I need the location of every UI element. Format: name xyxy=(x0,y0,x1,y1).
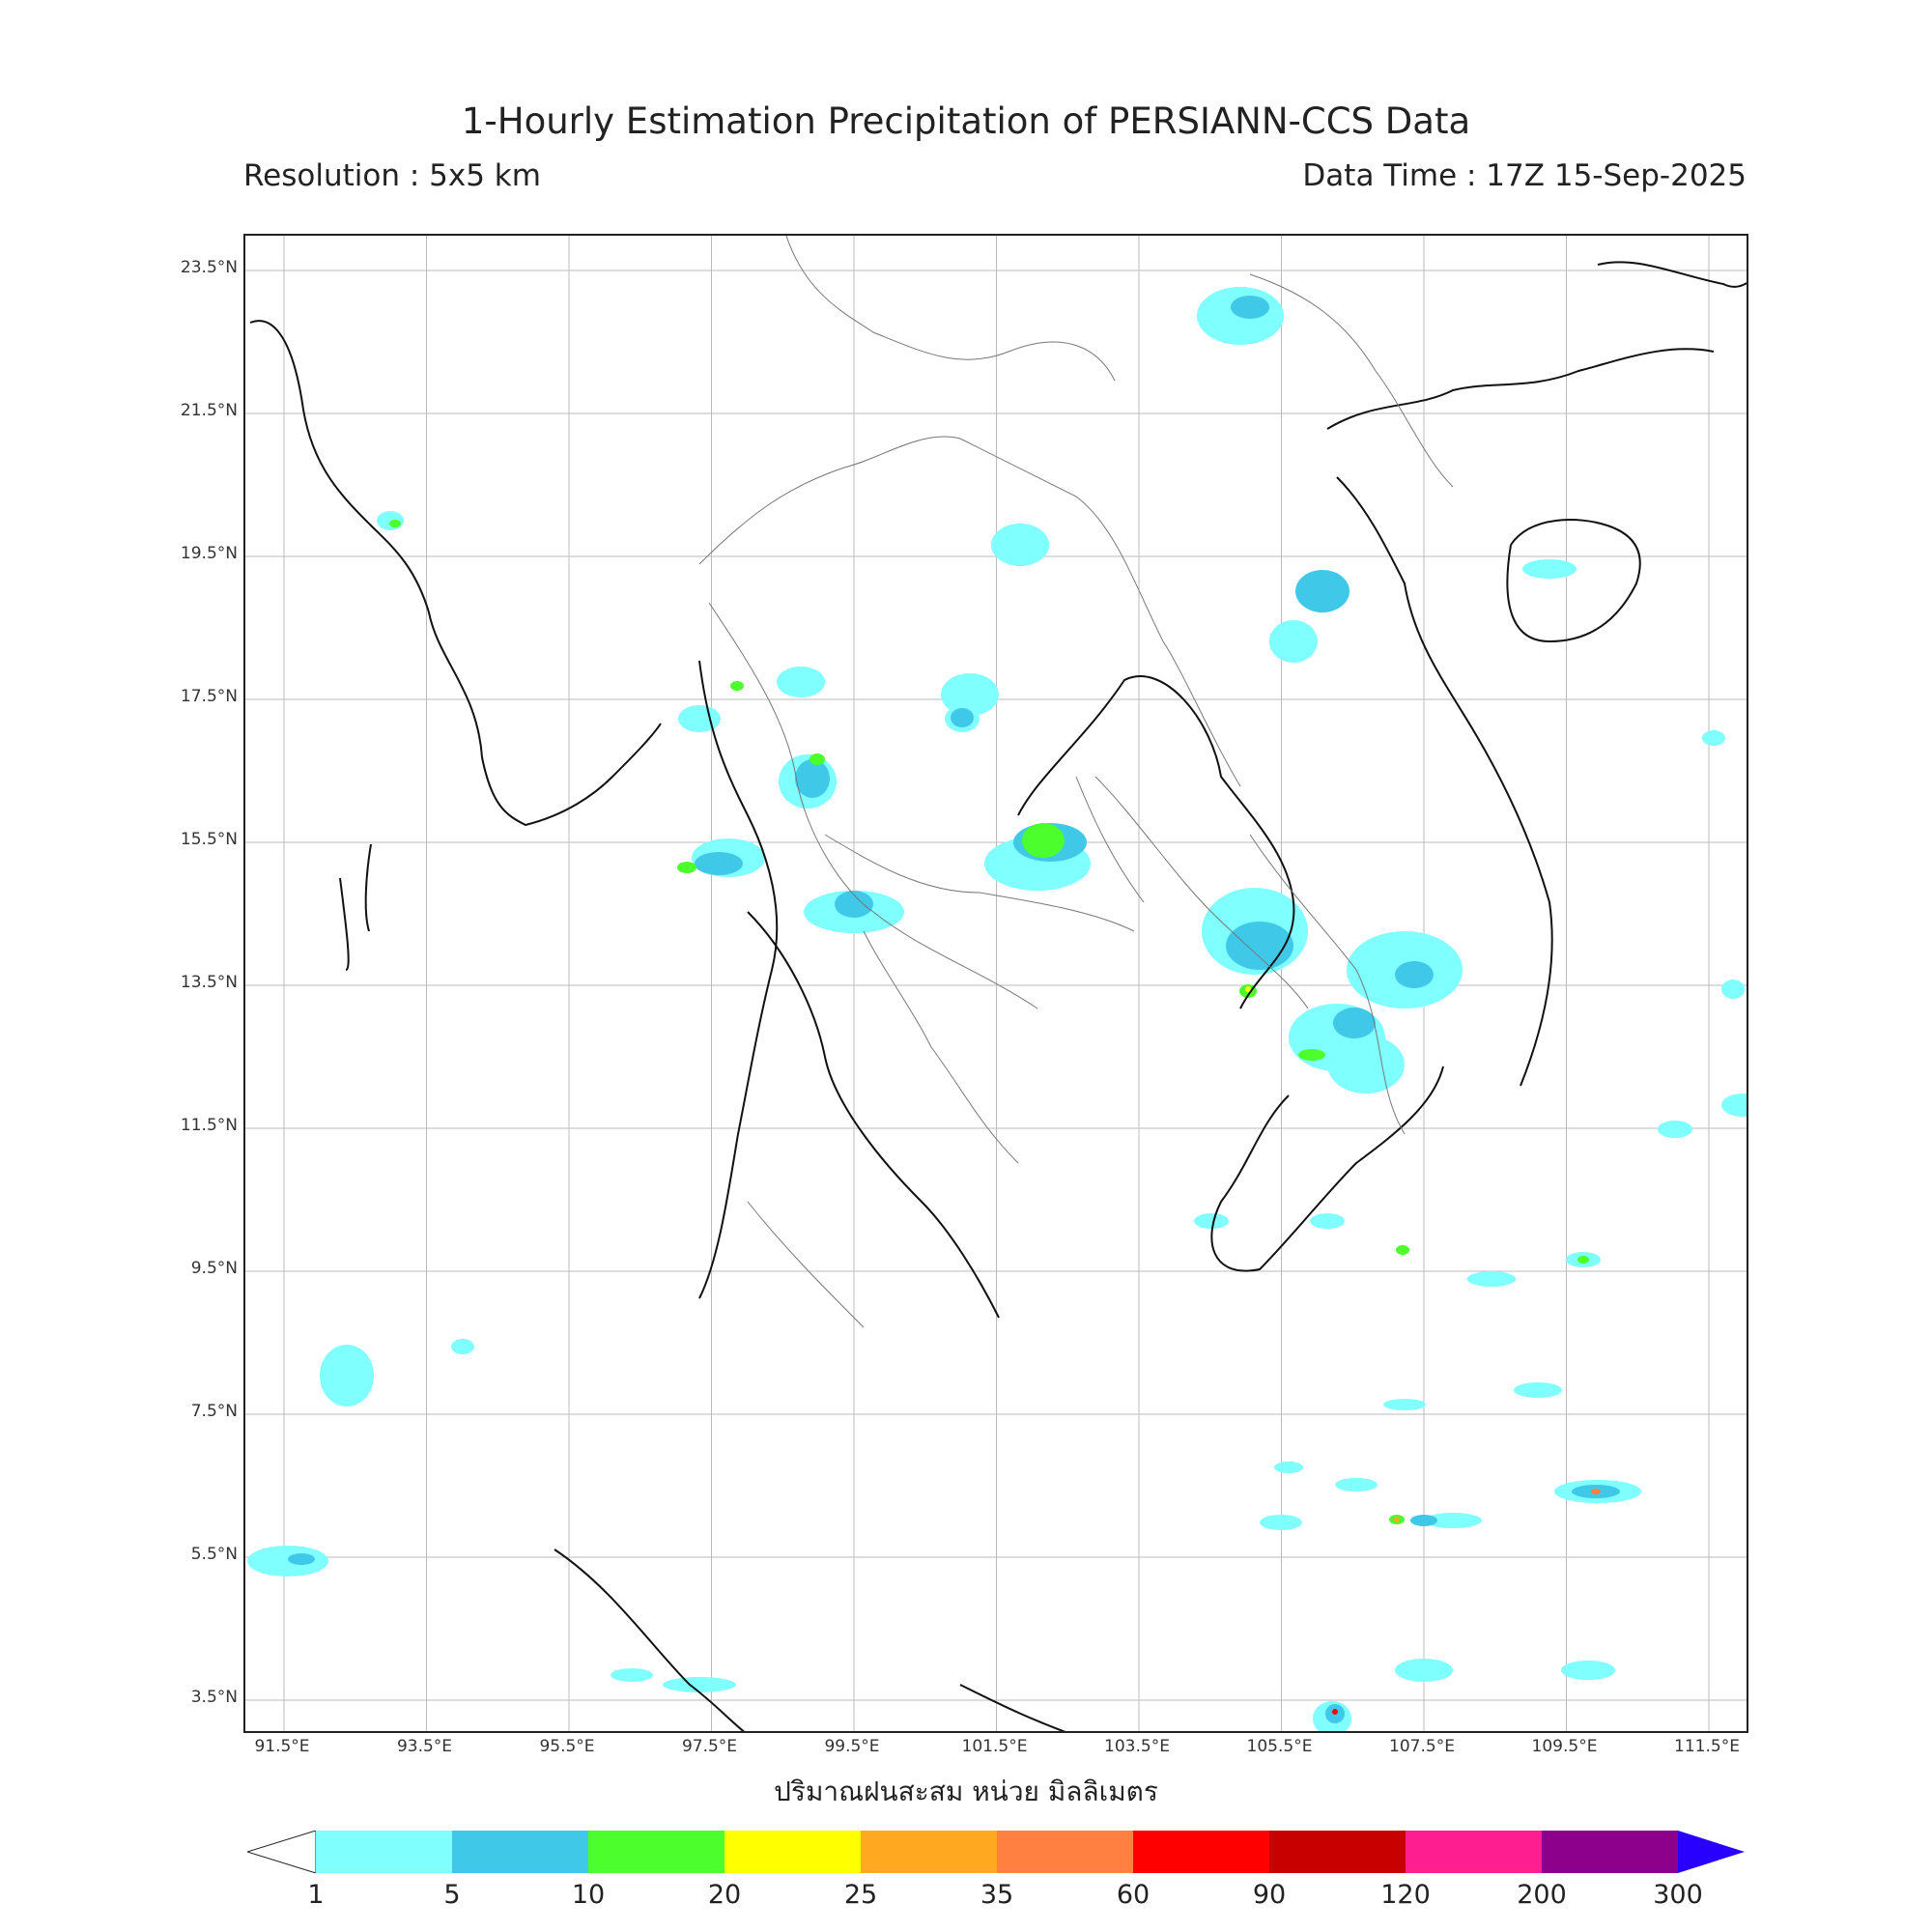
colorbar-tick-label: 10 xyxy=(571,1880,606,1910)
longitude-tick-label: 103.5°E xyxy=(1104,1737,1170,1756)
longitude-tick-label: 105.5°E xyxy=(1246,1737,1313,1756)
longitude-tick-label: 109.5°E xyxy=(1531,1737,1598,1756)
colorbar-tick-label: 90 xyxy=(1252,1880,1287,1910)
colorbar-segment xyxy=(1406,1831,1542,1873)
colorbar-tick-label: 300 xyxy=(1653,1880,1703,1910)
map-title: 1-Hourly Estimation Precipitation of PER… xyxy=(461,100,1471,142)
colorbar-tick-label: 5 xyxy=(443,1880,461,1910)
colorbar-tick-label: 20 xyxy=(707,1880,742,1910)
map-gridlines xyxy=(245,236,1747,1731)
colorbar-tick-label: 200 xyxy=(1517,1880,1567,1910)
resolution-label: Resolution : 5x5 km xyxy=(243,158,541,193)
longitude-tick-label: 111.5°E xyxy=(1674,1737,1740,1756)
latitude-tick-label: 23.5°N xyxy=(180,258,238,277)
longitude-tick-label: 101.5°E xyxy=(961,1737,1028,1756)
latitude-tick-label: 13.5°N xyxy=(180,973,238,992)
map-canvas xyxy=(245,236,1747,1731)
colorbar-tick-label: 35 xyxy=(980,1880,1014,1910)
latitude-tick-label: 9.5°N xyxy=(190,1259,238,1278)
longitude-tick-label: 95.5°E xyxy=(539,1737,595,1756)
colorbar xyxy=(247,1831,1745,1873)
latitude-tick-label: 15.5°N xyxy=(180,830,238,849)
colorbar-segment xyxy=(1542,1831,1678,1873)
latitude-tick-label: 5.5°N xyxy=(190,1545,238,1564)
colorbar-segment xyxy=(724,1831,861,1873)
longitude-tick-label: 99.5°E xyxy=(824,1737,880,1756)
colorbar-tick-label: 25 xyxy=(843,1880,878,1910)
rain-cells-light xyxy=(247,287,1747,1731)
latitude-tick-label: 7.5°N xyxy=(190,1402,238,1421)
colorbar-segment xyxy=(997,1831,1133,1873)
colorbar-tick-label: 120 xyxy=(1380,1880,1431,1910)
precipitation-map[interactable] xyxy=(243,234,1748,1733)
admin-boundaries xyxy=(698,236,1454,1328)
latitude-tick-label: 11.5°N xyxy=(180,1116,238,1135)
latitude-tick-label: 17.5°N xyxy=(180,687,238,706)
longitude-tick-label: 107.5°E xyxy=(1389,1737,1455,1756)
colorbar-over-arrow xyxy=(1678,1831,1745,1873)
coastlines xyxy=(249,261,1747,1731)
latitude-tick-label: 3.5°N xyxy=(190,1688,238,1707)
colorbar-segment xyxy=(316,1831,452,1873)
colorbar-under-arrow xyxy=(247,1831,317,1873)
colorbar-tick-label: 60 xyxy=(1116,1880,1151,1910)
colorbar-segment xyxy=(1133,1831,1269,1873)
colorbar-segment xyxy=(588,1831,724,1873)
latitude-tick-label: 21.5°N xyxy=(180,401,238,420)
colorbar-tick-label: 1 xyxy=(307,1880,325,1910)
longitude-tick-label: 97.5°E xyxy=(681,1737,738,1756)
longitude-tick-label: 93.5°E xyxy=(396,1737,453,1756)
rain-cells-medium xyxy=(288,296,1620,1723)
colorbar-segment xyxy=(452,1831,588,1873)
unit-label: ปริมาณฝนสะสม หน่วย มิลลิเมตร xyxy=(774,1776,1158,1807)
rain-cells-intense xyxy=(1245,986,1601,1715)
data-time-label: Data Time : 17Z 15-Sep-2025 xyxy=(1302,158,1747,193)
longitude-tick-label: 91.5°E xyxy=(254,1737,310,1756)
colorbar-segment xyxy=(1269,1831,1406,1873)
latitude-tick-label: 19.5°N xyxy=(180,544,238,563)
colorbar-segment xyxy=(861,1831,997,1873)
